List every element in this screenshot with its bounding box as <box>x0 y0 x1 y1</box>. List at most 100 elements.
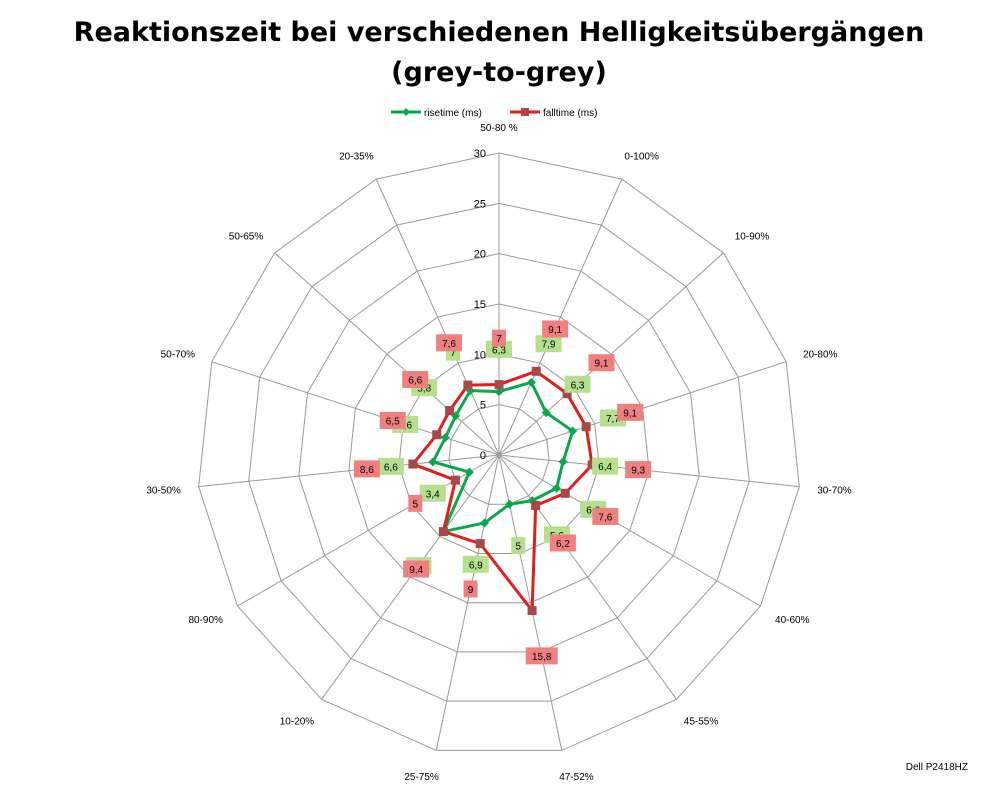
category-label-0: 50-80 % <box>480 123 517 134</box>
grid-ring-1 <box>448 404 550 505</box>
data-label-1-11: 8,6 <box>360 465 374 476</box>
series-0-point-3 <box>568 426 578 436</box>
data-label-1-13: 6,6 <box>408 376 422 387</box>
data-label-0-8: 6,9 <box>469 560 483 571</box>
series-1-point-0 <box>494 380 504 390</box>
chart-title: Reaktionszeit bei verschiedenen Helligke… <box>74 17 925 48</box>
data-label-1-5: 7,6 <box>598 512 612 523</box>
grid-ring-5 <box>248 202 750 702</box>
series-0-point-12 <box>440 433 450 443</box>
category-label-3: 20-80% <box>803 350 838 361</box>
tick-label-3: 15 <box>474 299 486 311</box>
grid-spoke-1 <box>498 178 623 456</box>
data-label-1-10: 5 <box>413 499 419 510</box>
series-1-point-13 <box>445 406 455 416</box>
grid-ring-6 <box>198 152 800 751</box>
data-label-bg-1-7 <box>525 647 558 665</box>
data-label-1-8: 9 <box>468 585 474 596</box>
legend-falltime-label: falltime (ms) <box>543 108 597 119</box>
tick-label-1: 5 <box>480 400 486 412</box>
series-1-point-2 <box>562 389 572 399</box>
series-0-point-2 <box>541 408 551 418</box>
data-label-0-10: 3,4 <box>426 489 440 500</box>
category-label-2: 10-90% <box>735 232 770 243</box>
series-1-point-9 <box>438 527 448 537</box>
radar-grid <box>198 152 800 751</box>
data-label-0-0: 6,3 <box>492 345 506 356</box>
series-line-1 <box>411 369 594 613</box>
series-0-point-8 <box>480 518 490 528</box>
data-label-bg-1-12 <box>379 411 406 429</box>
series-0-point-4 <box>558 457 568 467</box>
tick-label-0: 0 <box>480 450 486 462</box>
data-label-bg-1-3 <box>617 403 644 421</box>
series-0-point-11 <box>428 457 438 467</box>
category-label-10: 80-90% <box>188 615 223 626</box>
grid-spoke-5 <box>498 454 761 607</box>
data-label-bg-0-10 <box>419 484 446 502</box>
series-group <box>408 366 597 616</box>
data-label-bg-0-7 <box>511 537 526 555</box>
data-label-0-13: 5,8 <box>417 384 431 395</box>
data-label-bg-1-9 <box>403 560 430 578</box>
legend-risetime-label: risetime (ms) <box>424 108 482 119</box>
series-1-point-7 <box>527 606 537 616</box>
grid-spoke-2 <box>498 252 724 456</box>
data-labels: 6,37,96,37,76,46,65,656,99,43,46,65,65,8… <box>353 320 652 665</box>
series-0-point-7 <box>504 499 514 509</box>
data-label-1-2: 9,1 <box>595 359 609 370</box>
data-label-bg-1-14 <box>436 334 463 352</box>
data-label-bg-1-1 <box>542 320 569 338</box>
category-label-11: 30-50% <box>146 485 181 496</box>
data-label-1-0: 7 <box>496 334 502 345</box>
data-label-0-4: 6,4 <box>598 462 612 473</box>
data-label-0-3: 7,7 <box>606 414 620 425</box>
data-label-bg-1-2 <box>588 354 615 372</box>
series-1-point-6 <box>531 500 541 510</box>
series-1-point-8 <box>475 539 485 549</box>
grid-spoke-14 <box>375 178 500 456</box>
data-label-bg-1-5 <box>592 507 619 525</box>
data-label-bg-1-6 <box>549 534 576 552</box>
data-label-1-4: 9,3 <box>631 466 645 477</box>
category-label-7: 47-52% <box>559 772 594 783</box>
grid-ring-2 <box>398 353 600 554</box>
category-label-1: 0-100% <box>624 151 659 162</box>
series-0-point-0 <box>494 387 504 397</box>
grid-ring-4 <box>298 253 700 653</box>
data-label-bg-1-10 <box>408 494 423 512</box>
legend: risetime (ms) falltime (ms) <box>391 108 597 119</box>
category-label-5: 40-60% <box>775 615 810 626</box>
tick-label-5: 25 <box>474 198 486 210</box>
data-label-bg-1-0 <box>492 329 506 347</box>
data-label-1-1: 9,1 <box>548 325 562 336</box>
data-label-bg-0-4 <box>592 457 619 475</box>
data-label-bg-1-13 <box>402 371 429 389</box>
series-1-point-14 <box>463 380 473 390</box>
data-label-bg-0-2 <box>564 375 591 393</box>
data-label-bg-0-1 <box>535 335 562 353</box>
data-label-bg-0-11 <box>377 457 404 475</box>
data-label-1-14: 7,6 <box>442 339 456 350</box>
data-label-0-14: 7 <box>450 348 456 359</box>
series-line-0 <box>431 380 575 534</box>
tick-label-4: 20 <box>474 249 486 261</box>
grid-spoke-6 <box>498 454 677 700</box>
legend-falltime-marker <box>521 108 529 116</box>
tick-label-2: 10 <box>474 349 486 361</box>
data-label-1-7: 15,8 <box>532 652 552 663</box>
series-1-point-12 <box>432 430 442 440</box>
category-label-13: 50-65% <box>229 232 264 243</box>
data-label-bg-1-4 <box>625 461 652 479</box>
series-1-point-1 <box>531 366 541 376</box>
legend-risetime-marker <box>402 108 410 116</box>
chart-subtitle: (grey-to-grey) <box>391 57 607 88</box>
category-label-4: 30-70% <box>817 485 852 496</box>
category-label-6: 45-55% <box>684 716 719 727</box>
tick-labels: 0 5 10 15 20 25 30 <box>474 148 486 462</box>
data-label-0-7: 5 <box>515 542 521 553</box>
series-1-point-11 <box>408 459 418 469</box>
series-1-point-5 <box>560 488 570 498</box>
data-label-bg-0-8 <box>462 555 489 573</box>
